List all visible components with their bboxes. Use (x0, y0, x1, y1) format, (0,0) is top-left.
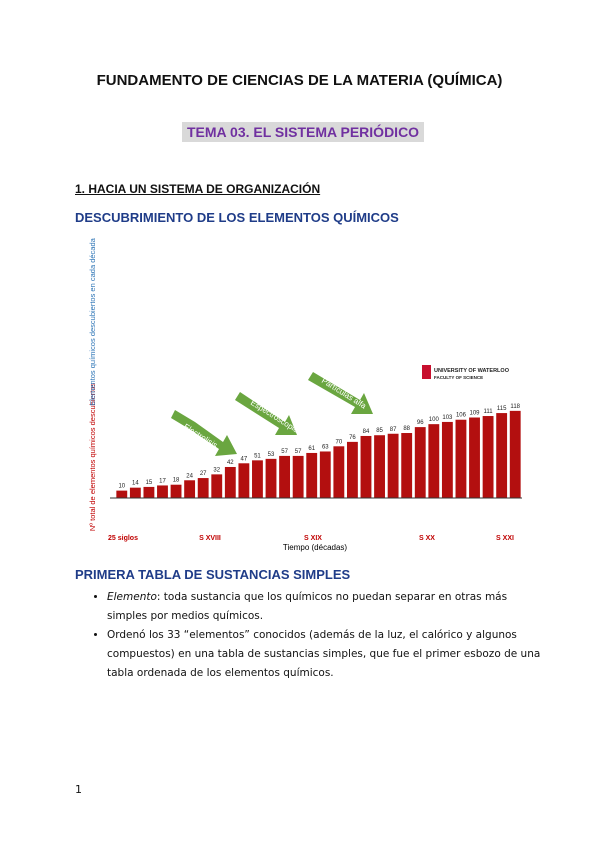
bullet-text: Ordenó los 33 “elementos” conocidos (ade… (107, 629, 541, 679)
data-label: 85 (376, 428, 383, 434)
data-label: 63 (322, 444, 329, 450)
logo-text: UNIVERSITY OF WATERLOO (434, 368, 510, 374)
logo-box (420, 362, 520, 384)
bar (509, 410, 521, 498)
arrow (171, 410, 237, 456)
bar (441, 421, 453, 498)
page-number: 1 (75, 783, 82, 796)
bullet-list: Elemento: toda sustancia que los químico… (85, 588, 547, 683)
data-label: 70 (336, 439, 343, 445)
bullet-text: : toda sustancia que los químicos no pue… (107, 591, 508, 622)
data-label: 111 (484, 409, 494, 415)
bar (360, 435, 372, 498)
data-label: 84 (363, 429, 370, 435)
data-label: 24 (186, 473, 193, 479)
logo-shield (422, 365, 431, 379)
bar (496, 413, 508, 498)
data-label: 76 (349, 435, 356, 441)
bar (279, 455, 291, 498)
data-label: 53 (268, 452, 275, 458)
bar (482, 416, 494, 498)
era-label: S XVIII (199, 535, 221, 542)
data-label: 27 (200, 471, 207, 477)
data-label: 47 (241, 456, 248, 462)
data-label: 32 (213, 467, 220, 473)
bar (211, 474, 223, 498)
bar (116, 490, 128, 498)
era-label: S XX (419, 535, 435, 542)
y-axis-label: Nº total de elementos químicos descubier… (88, 383, 97, 531)
bar (157, 485, 168, 498)
era-label: S XIX (304, 535, 322, 542)
bar (333, 446, 345, 498)
doc-title: FUNDAMENTO DE CIENCIAS DE LA MATERIA (QU… (96, 72, 503, 89)
bullet: Elemento: toda sustancia que los químico… (107, 588, 547, 626)
data-label: 42 (227, 460, 234, 466)
bar (143, 486, 155, 498)
data-label: 103 (442, 415, 453, 421)
bar (197, 478, 209, 498)
bar (129, 487, 141, 498)
arrow (235, 392, 297, 435)
data-label: 109 (470, 411, 481, 417)
data-label: 96 (417, 420, 424, 426)
bar (346, 441, 358, 498)
bar (374, 435, 385, 498)
bar (428, 424, 440, 498)
data-label: 88 (403, 426, 410, 432)
bar (292, 455, 304, 498)
era-label: 25 siglos (108, 535, 138, 542)
bar (319, 451, 331, 498)
data-label: 57 (295, 449, 302, 455)
chart: 10 14 15 17 18 24 27 32 42 47 51 53 57 57 61 63 70 76 84 85… (88, 237, 522, 552)
subsection-title: PRIMERA TABLA DE SUSTANCIAS SIMPLES (75, 567, 351, 582)
bar (170, 484, 182, 498)
bar (387, 433, 399, 498)
era-label: S XXI (496, 535, 514, 542)
topic: TEMA 03. EL SISTEMA PERIÓDICO (182, 122, 425, 142)
section-subtitle: DESCUBRIMIENTO DE LOS ELEMENTOS QUÍMICOS (75, 210, 399, 225)
bar (224, 466, 236, 498)
logo-text: FACULTY OF SCIENCE (434, 375, 483, 380)
bar (469, 417, 480, 498)
data-label: 51 (254, 453, 261, 459)
bullet: Ordenó los 33 “elementos” conocidos (ade… (107, 626, 547, 683)
annotation: Partículas alfa (320, 376, 368, 411)
data-label: 115 (497, 406, 507, 412)
data-label: 10 (118, 484, 125, 490)
term: Elemento (107, 591, 157, 603)
data-label: 18 (173, 478, 180, 484)
data-label: 14 (132, 481, 139, 487)
data-label: 61 (308, 446, 315, 452)
top-label: Elementos químicos descubiertos en cada … (88, 237, 97, 405)
bar (306, 452, 318, 498)
bar (414, 427, 426, 498)
data-label: 15 (146, 480, 153, 486)
data-label: 100 (429, 417, 440, 423)
data-label: 17 (159, 478, 166, 484)
bar (401, 433, 413, 498)
arrow (308, 372, 373, 414)
data-label: 118 (510, 404, 520, 410)
section-title: 1. HACIA UN SISTEMA DE ORGANIZACIÓN (75, 182, 321, 196)
data-label: 57 (281, 449, 288, 455)
bar (455, 419, 467, 498)
bar (265, 458, 277, 498)
data-label: 87 (390, 427, 397, 433)
x-axis-label: Tiempo (décadas) (283, 543, 348, 552)
data-label: 106 (456, 413, 467, 419)
annotation: Espectroscopio (249, 398, 301, 435)
bar (252, 460, 263, 498)
bar (184, 480, 196, 498)
bar (238, 463, 250, 498)
